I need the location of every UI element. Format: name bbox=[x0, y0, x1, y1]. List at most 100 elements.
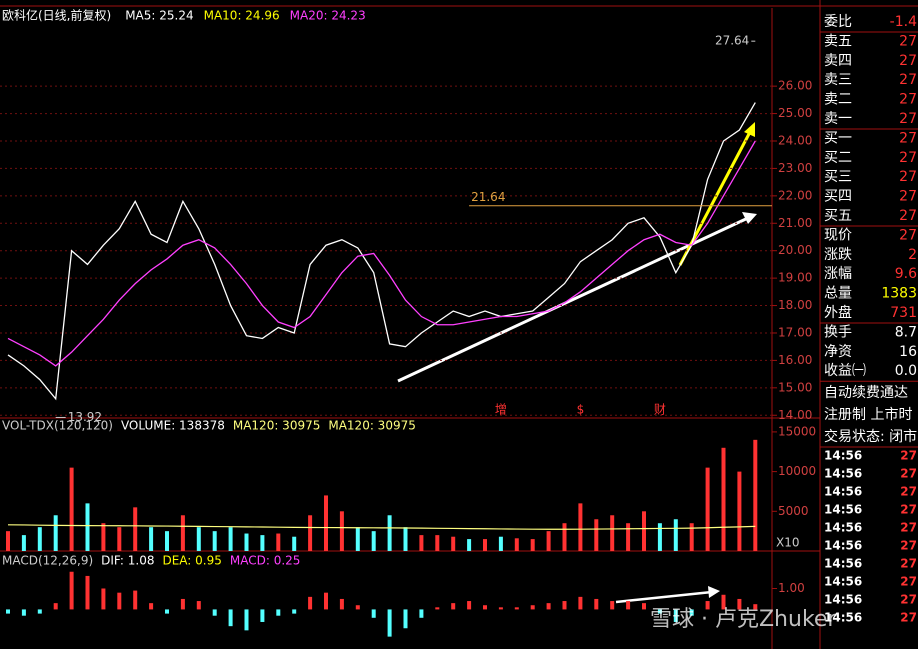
bar bbox=[339, 511, 344, 551]
quote-value: 8.7 bbox=[895, 324, 917, 340]
quote-label: 涨跌 bbox=[824, 247, 852, 263]
notice: 交易状态: 闭市 bbox=[824, 428, 917, 445]
bar bbox=[419, 609, 424, 618]
bar bbox=[21, 535, 26, 551]
bar bbox=[419, 535, 424, 551]
price-line bbox=[7, 140, 756, 367]
bar bbox=[705, 601, 710, 610]
bar bbox=[642, 603, 646, 610]
tick-price: 27 bbox=[900, 611, 917, 625]
bar bbox=[101, 588, 106, 610]
y-tick-label: 25.00 bbox=[778, 106, 812, 120]
bar bbox=[244, 533, 249, 551]
quote-label: 换手 bbox=[824, 323, 852, 340]
tick-time: 14:56 bbox=[824, 539, 862, 553]
quote-value: 1383 bbox=[881, 286, 917, 302]
tick-price: 27 bbox=[900, 539, 917, 553]
event-marker: $ bbox=[577, 403, 585, 417]
bar bbox=[228, 527, 233, 551]
y-tick-label: 26.00 bbox=[778, 79, 812, 93]
bar bbox=[642, 511, 646, 551]
indicator-label: MA5: 25.24 bbox=[125, 9, 193, 23]
bar bbox=[276, 533, 281, 551]
quote-label: 卖四 bbox=[824, 53, 852, 69]
bar bbox=[117, 527, 122, 551]
bar bbox=[657, 523, 662, 551]
bar bbox=[6, 609, 10, 614]
bar bbox=[37, 609, 42, 614]
quote-label: 买五 bbox=[824, 208, 852, 224]
quote-value: 27 bbox=[899, 208, 917, 224]
quote-value: 16 bbox=[899, 344, 917, 360]
quote-label: 收益㈠ bbox=[824, 363, 866, 379]
y-tick-label: 17.00 bbox=[778, 325, 812, 339]
bar bbox=[498, 607, 503, 610]
bar bbox=[292, 536, 297, 551]
tick-price: 27 bbox=[900, 593, 917, 607]
bar bbox=[483, 539, 487, 551]
quote-value: 2 bbox=[908, 247, 917, 263]
y-tick-label: 19.00 bbox=[778, 271, 812, 285]
quote-label: 涨幅 bbox=[824, 266, 852, 282]
bar bbox=[467, 601, 472, 610]
y-tick-label: 18.00 bbox=[778, 298, 812, 312]
bar bbox=[324, 592, 328, 610]
bar bbox=[85, 575, 90, 610]
notice: 注册制 上市时 bbox=[824, 406, 912, 423]
bar bbox=[165, 531, 169, 551]
bar bbox=[387, 515, 392, 551]
tick-time: 14:56 bbox=[824, 485, 862, 499]
bar bbox=[498, 536, 503, 551]
bar bbox=[339, 598, 344, 610]
quote-value: 27 bbox=[899, 150, 917, 166]
bar bbox=[657, 609, 662, 614]
bar bbox=[53, 603, 58, 610]
tick-price: 27 bbox=[900, 503, 917, 517]
event-marker: 增 bbox=[495, 403, 507, 417]
bar bbox=[721, 594, 726, 610]
bar bbox=[133, 590, 138, 610]
bar bbox=[355, 527, 360, 551]
bar bbox=[212, 531, 217, 551]
quote-value: 0.0 bbox=[895, 363, 917, 379]
y-tick-label: 5000 bbox=[778, 504, 809, 518]
ma-line bbox=[7, 524, 756, 530]
bar bbox=[689, 523, 694, 551]
bar bbox=[260, 609, 265, 622]
quote-label: 卖二 bbox=[824, 92, 852, 108]
bar bbox=[562, 601, 567, 610]
quote-label: 卖一 bbox=[824, 111, 852, 127]
quote-label: 净资 bbox=[824, 344, 852, 360]
bar bbox=[149, 527, 154, 551]
bar bbox=[753, 439, 758, 551]
bar bbox=[165, 609, 169, 614]
bar bbox=[371, 531, 376, 551]
bar bbox=[451, 536, 456, 551]
indicator-label: MACD: 0.25 bbox=[230, 554, 301, 568]
tick-time: 14:56 bbox=[824, 575, 862, 589]
watermark: 雪球 · 卢克Zhuker bbox=[650, 607, 837, 632]
indicator-label: MA120: 30975 bbox=[233, 419, 321, 433]
bar bbox=[69, 571, 74, 610]
price-line bbox=[7, 102, 756, 401]
indicator-label: MACD(12,26,9) bbox=[2, 554, 93, 568]
bar bbox=[180, 515, 185, 551]
bar bbox=[387, 609, 392, 637]
bar bbox=[673, 519, 678, 551]
bar bbox=[451, 603, 456, 610]
tick-price: 27 bbox=[900, 521, 917, 535]
tick-price: 27 bbox=[900, 557, 917, 571]
annotation-label: 27.64 bbox=[715, 34, 749, 48]
bar bbox=[514, 607, 519, 610]
indicator-label: VOL-TDX(120,120) bbox=[2, 419, 113, 433]
quote-label: 买二 bbox=[824, 150, 852, 166]
quote-label: 卖三 bbox=[824, 72, 852, 88]
bar bbox=[276, 609, 281, 616]
quote-value: 27 bbox=[899, 72, 917, 88]
indicator-label: DIF: 1.08 bbox=[101, 554, 154, 568]
bar bbox=[403, 527, 408, 551]
bar bbox=[753, 604, 758, 610]
quote-label: 买三 bbox=[824, 169, 852, 185]
trend-arrows bbox=[397, 122, 757, 604]
bar bbox=[355, 605, 360, 610]
